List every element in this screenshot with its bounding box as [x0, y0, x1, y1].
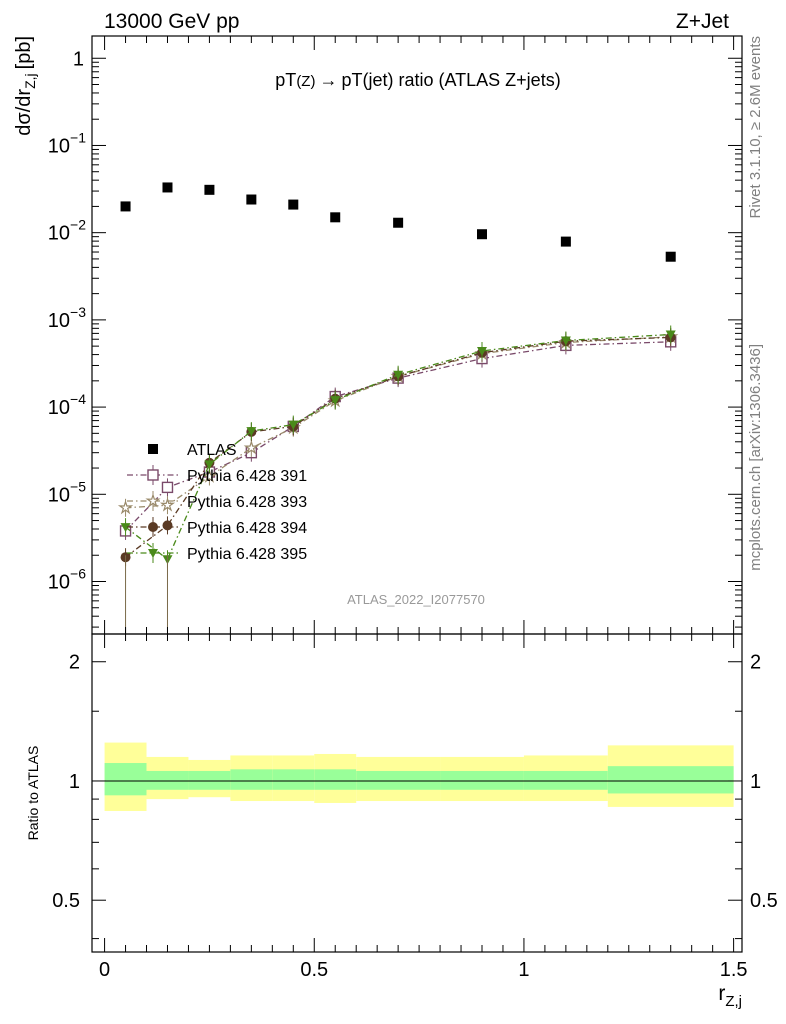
- atlas-point-4: [288, 199, 299, 210]
- x-tick-label-3: 1.5: [720, 959, 748, 981]
- main-axis-ticks: 1 10−1 10−2 10−3 10−4 10−5 10−6: [48, 36, 742, 634]
- series-4-point-2: [204, 460, 215, 470]
- main-ytick-label-0: 1: [73, 48, 84, 70]
- ratio-ytick-label-right-2: 0.5: [750, 890, 778, 912]
- legend-label-1: Pythia 6.428 391: [187, 468, 307, 485]
- series-3-point-1: [162, 520, 173, 531]
- ratio-ytick-label-2: 0.5: [52, 890, 80, 912]
- atlas-point-7: [477, 229, 487, 240]
- main-ytick-label-3: 10−3: [48, 304, 86, 332]
- atlas-point-0: [120, 201, 131, 212]
- series-line-1: [125, 341, 671, 532]
- main-plot-frame: [91, 35, 743, 635]
- main-ytick-label-1: 10−1: [48, 129, 86, 157]
- x-axis-label: rZ,j: [718, 982, 742, 1010]
- legend-marker-2: [145, 492, 161, 508]
- atlas-point-5: [330, 212, 341, 223]
- ratio-bands: [104, 742, 734, 811]
- ratio-ytick-label-right-1: 1: [750, 771, 761, 793]
- series-layer: [117, 182, 679, 634]
- series-4-point-4: [288, 420, 299, 430]
- ratio-ytick-label-1: 1: [69, 771, 80, 793]
- series-4-point-7: [477, 346, 487, 356]
- ratio-inner-band-6: [356, 770, 441, 790]
- ratio-ylabel: Ratio to ATLAS: [25, 746, 41, 841]
- header-left: 13000 GeV pp: [104, 10, 239, 33]
- x-tick-label-2: 1: [518, 959, 529, 981]
- main-ytick-label-4: 10−4: [48, 391, 86, 419]
- x-tick-label-0: 0: [99, 959, 110, 981]
- ratio-plot-frame: [91, 633, 743, 953]
- mcplots-label: mcplots.cern.ch [arXiv:1306.3436]: [747, 344, 764, 571]
- x-tick-label-1: 0.5: [300, 959, 328, 981]
- legend-marker-3: [148, 522, 158, 532]
- legend-label-0: ATLAS: [187, 442, 237, 459]
- ratio-inner-band-7: [440, 770, 524, 790]
- legend: ATLAS Pythia 6.428 391 Pythia 6.428 393 Pyt…: [127, 442, 307, 563]
- legend-label-4: Pythia 6.428 395: [187, 546, 307, 563]
- ratio-inner-band-0: [104, 763, 147, 796]
- series-2-point-3: [243, 439, 260, 455]
- ratio-ytick-label-right-0: 2: [750, 652, 761, 674]
- atlas-point-3: [246, 194, 257, 205]
- series-4-point-9: [665, 330, 676, 340]
- ratio-inner-band-2: [188, 770, 231, 790]
- rivet-label: Rivet 3.1.10, ≥ 2.6M events: [747, 36, 764, 219]
- series-1-point-1: [161, 481, 174, 494]
- legend-label-2: Pythia 6.428 393: [187, 494, 307, 511]
- legend-marker-1: [147, 469, 159, 481]
- main-ytick-label-5: 10−5: [48, 478, 86, 506]
- series-4-point-5: [330, 396, 341, 406]
- main-ytick-label-2: 10−2: [48, 217, 86, 245]
- analysis-watermark: ATLAS_2022_I2077570: [347, 592, 485, 607]
- header-right: Z+Jet: [676, 10, 729, 33]
- series-line-4: [125, 333, 671, 561]
- ratio-inner-band-5: [314, 769, 357, 790]
- series-4-point-0: [120, 523, 131, 533]
- atlas-point-6: [393, 217, 404, 228]
- series-4-point-3: [246, 427, 257, 437]
- atlas-point-8: [560, 236, 571, 247]
- series-line-2: [125, 336, 671, 509]
- legend-marker-4: [148, 549, 158, 558]
- series-line-3: [125, 336, 671, 558]
- ratio-inner-band-9: [607, 766, 734, 794]
- main-ytick-label-6: 10−6: [48, 565, 86, 593]
- legend-label-3: Pythia 6.428 394: [187, 520, 307, 537]
- ratio-inner-band-4: [272, 769, 315, 790]
- legend-marker-0: [148, 444, 158, 454]
- series-2-point-1: [159, 497, 176, 512]
- ratio-inner-band-1: [146, 770, 189, 790]
- atlas-point-2: [204, 184, 215, 195]
- atlas-point-9: [665, 251, 676, 262]
- ratio-inner-band-3: [230, 769, 273, 790]
- main-title: pT(Z) → pT(jet) ratio (ATLAS Z+jets): [275, 70, 560, 90]
- series-4-point-6: [393, 370, 404, 380]
- series-2-point-0: [117, 499, 134, 515]
- ratio-inner-band-8: [523, 770, 608, 790]
- ratio-ytick-label-0: 2: [69, 652, 80, 674]
- main-ylabel: dσ/drZ,j[pb]: [13, 36, 38, 136]
- ratio-axis-ticks: 2 2 1 1 0.5 0.5 0 0.5 1 1.5: [52, 634, 778, 981]
- atlas-point-1: [162, 182, 173, 193]
- series-4-point-8: [560, 336, 571, 346]
